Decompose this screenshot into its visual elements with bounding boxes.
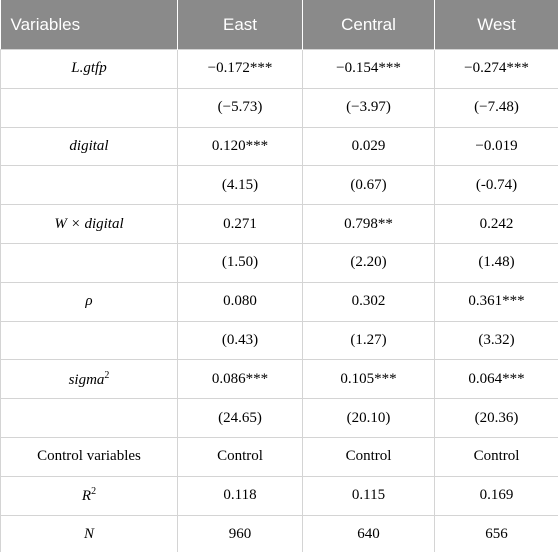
value-cell: 656 xyxy=(434,514,558,552)
table-row: (1.50) (2.20) (1.48) xyxy=(0,242,558,283)
value-cell: 0.798** xyxy=(302,204,435,244)
variable-cell xyxy=(0,165,178,206)
value-cell: (24.65) xyxy=(177,398,303,438)
variable-name: W × digital xyxy=(54,215,124,232)
table-row: (4.15) (0.67) (-0.74) xyxy=(0,165,558,206)
value-cell: Control xyxy=(177,436,303,477)
table-row: ρ 0.080 0.302 0.361*** xyxy=(0,281,558,322)
value-cell: 0.086*** xyxy=(177,359,303,400)
value-cell: (2.20) xyxy=(302,242,435,283)
variable-name: R xyxy=(81,488,92,505)
header-cell: Central xyxy=(302,0,435,50)
variable-cell: L.gtfp xyxy=(0,49,178,89)
variable-cell: N xyxy=(0,514,178,552)
variable-cell: sigma2 xyxy=(0,359,178,400)
value-cell: (0.43) xyxy=(177,320,303,361)
value-cell: 0.120*** xyxy=(177,126,303,167)
table-row: sigma2 0.086*** 0.105*** 0.064*** xyxy=(0,359,558,400)
value-cell: (3.32) xyxy=(434,320,558,361)
value-cell: 960 xyxy=(177,514,303,552)
table-row: (0.43) (1.27) (3.32) xyxy=(0,320,558,361)
variable-cell: digital xyxy=(0,126,178,167)
header-cell: Variables xyxy=(0,0,178,50)
value-cell: (20.36) xyxy=(434,398,558,438)
table-row: L.gtfp −0.172*** −0.154*** −0.274*** xyxy=(0,49,558,89)
variable-name: Control variables xyxy=(37,448,141,465)
value-cell: −0.172*** xyxy=(177,49,303,89)
superscript: 2 xyxy=(104,369,110,381)
variable-cell: Control variables xyxy=(0,436,178,477)
value-cell: 0.105*** xyxy=(302,359,435,400)
header-row: Variables East Central West xyxy=(0,0,558,50)
value-cell: (0.67) xyxy=(302,165,435,206)
variable-cell: W × digital xyxy=(0,204,178,244)
header-cell: West xyxy=(434,0,558,50)
value-cell: 0.302 xyxy=(302,281,435,322)
value-cell: (−5.73) xyxy=(177,87,303,128)
variable-cell xyxy=(0,242,178,283)
table-row: N 960 640 656 xyxy=(0,514,558,552)
value-cell: (4.15) xyxy=(177,165,303,206)
value-cell: 0.271 xyxy=(177,204,303,244)
value-cell: 0.242 xyxy=(434,204,558,244)
variable-cell: R2 xyxy=(0,475,178,516)
value-cell: 0.361*** xyxy=(434,281,558,322)
value-cell: 0.115 xyxy=(302,475,435,516)
variable-name: sigma xyxy=(68,371,105,388)
variable-name: ρ xyxy=(85,293,93,310)
variable-name: L.gtfp xyxy=(71,60,107,77)
table-row: digital 0.120*** 0.029 −0.019 xyxy=(0,126,558,167)
value-cell: 0.080 xyxy=(177,281,303,322)
value-cell: (−3.97) xyxy=(302,87,435,128)
table-row: W × digital 0.271 0.798** 0.242 xyxy=(0,204,558,244)
value-cell: Control xyxy=(302,436,435,477)
table-row: R2 0.118 0.115 0.169 xyxy=(0,475,558,516)
variable-cell: ρ xyxy=(0,281,178,322)
variable-cell xyxy=(0,398,178,438)
value-cell: 0.118 xyxy=(177,475,303,516)
value-cell: 0.064*** xyxy=(434,359,558,400)
value-cell: (1.50) xyxy=(177,242,303,283)
variable-cell xyxy=(0,87,178,128)
table-row: (24.65) (20.10) (20.36) xyxy=(0,398,558,438)
variable-cell xyxy=(0,320,178,361)
value-cell: 0.029 xyxy=(302,126,435,167)
variable-name: digital xyxy=(69,137,109,154)
value-cell: (−7.48) xyxy=(434,87,558,128)
superscript: 2 xyxy=(91,486,97,498)
variable-name: N xyxy=(83,525,94,542)
value-cell: 640 xyxy=(302,514,435,552)
value-cell: (1.48) xyxy=(434,242,558,283)
table-row: Control variables Control Control Control xyxy=(0,436,558,477)
value-cell: −0.154*** xyxy=(302,49,435,89)
value-cell: (20.10) xyxy=(302,398,435,438)
table-body: L.gtfp −0.172*** −0.154*** −0.274*** (−5.73)… xyxy=(0,49,558,552)
value-cell: Control xyxy=(434,436,558,477)
value-cell: −0.019 xyxy=(434,126,558,167)
value-cell: (1.27) xyxy=(302,320,435,361)
table-row: (−5.73) (−3.97) (−7.48) xyxy=(0,87,558,128)
header-cell: East xyxy=(177,0,303,50)
value-cell: −0.274*** xyxy=(434,49,558,89)
value-cell: (-0.74) xyxy=(434,165,558,206)
value-cell: 0.169 xyxy=(434,475,558,516)
